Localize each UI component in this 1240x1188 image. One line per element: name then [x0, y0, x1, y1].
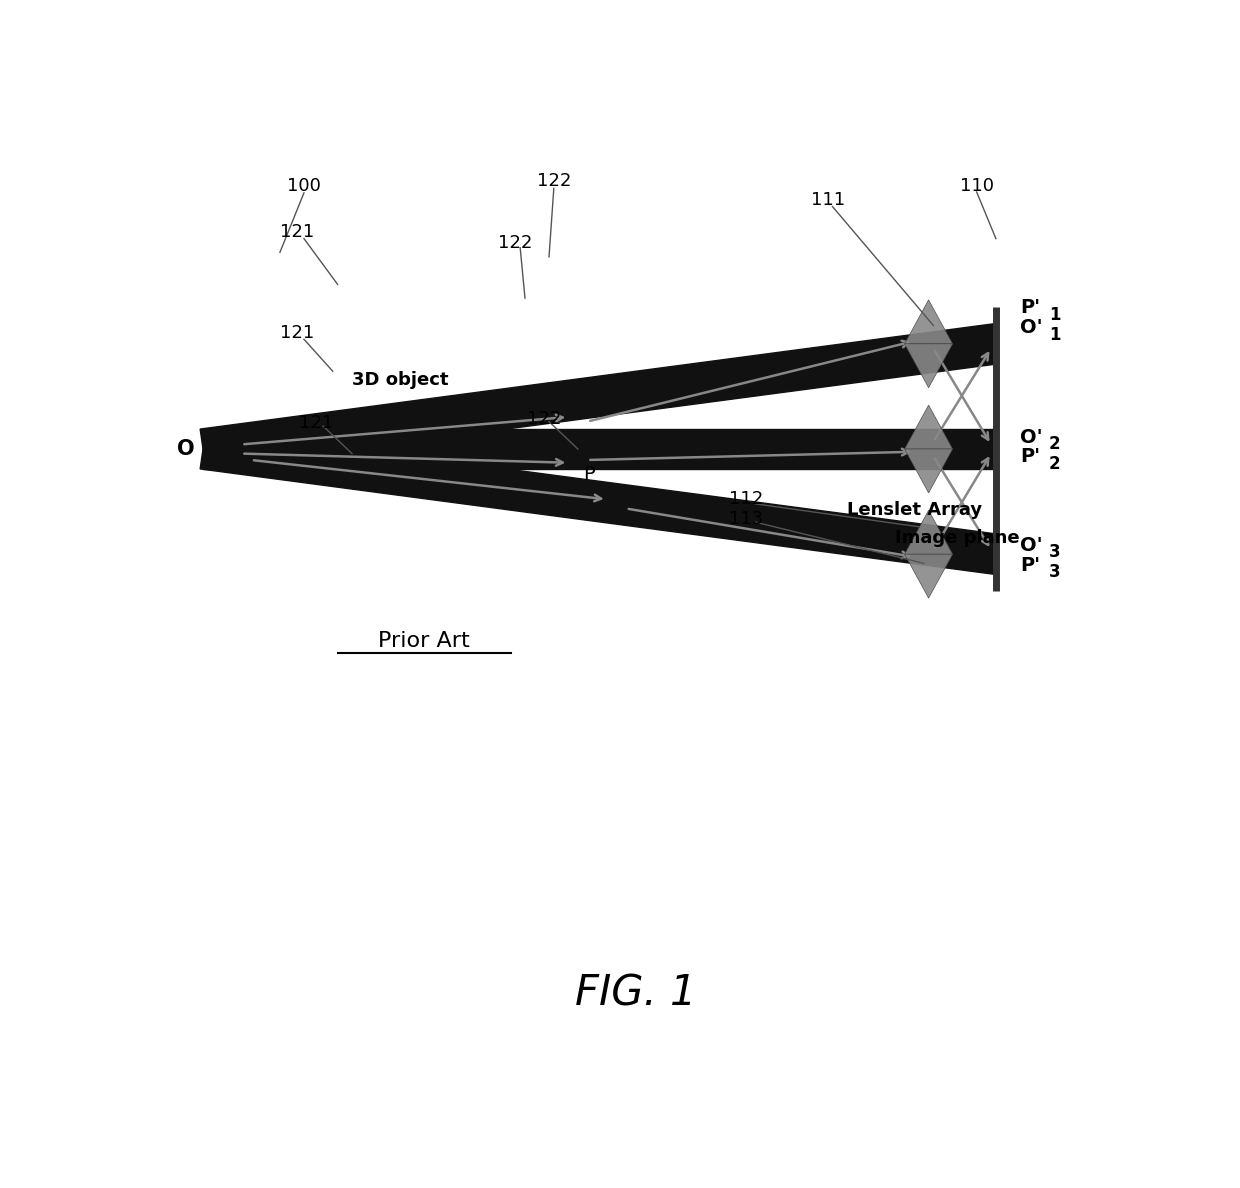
Text: 122: 122	[527, 410, 562, 428]
Text: Lenslet Array: Lenslet Array	[847, 501, 982, 519]
Text: 3D object: 3D object	[352, 372, 449, 390]
Text: O': O'	[1019, 428, 1043, 447]
Text: P': P'	[1019, 298, 1040, 317]
Polygon shape	[200, 324, 998, 469]
Text: 111: 111	[811, 191, 844, 209]
Polygon shape	[203, 429, 996, 469]
Text: 121: 121	[299, 415, 334, 432]
Text: 121: 121	[280, 223, 315, 241]
Polygon shape	[905, 405, 952, 449]
Text: 2: 2	[1049, 436, 1060, 454]
Text: P': P'	[1019, 447, 1040, 466]
Text: O': O'	[1019, 536, 1043, 555]
Text: 121: 121	[280, 324, 315, 342]
Polygon shape	[905, 554, 952, 598]
Text: O: O	[177, 440, 195, 459]
Text: 122: 122	[537, 172, 570, 190]
Text: P: P	[584, 466, 595, 485]
Text: Image plane: Image plane	[895, 529, 1019, 546]
Text: 2: 2	[1049, 455, 1060, 473]
Text: 100: 100	[286, 177, 321, 196]
Text: 1: 1	[1049, 326, 1060, 343]
Polygon shape	[905, 343, 952, 387]
Text: 3: 3	[1049, 563, 1060, 581]
Text: 110: 110	[960, 177, 993, 195]
Text: O': O'	[1019, 318, 1043, 337]
Polygon shape	[905, 299, 952, 343]
Text: P': P'	[1019, 556, 1040, 575]
Polygon shape	[905, 449, 952, 493]
Text: 122: 122	[498, 234, 532, 252]
Polygon shape	[905, 511, 952, 554]
Polygon shape	[200, 429, 998, 574]
Text: 3: 3	[1049, 543, 1060, 562]
Text: FIG. 1: FIG. 1	[575, 972, 696, 1015]
Text: Prior Art: Prior Art	[378, 631, 470, 651]
Text: 1: 1	[1049, 305, 1060, 323]
Text: 112: 112	[729, 491, 763, 508]
Text: 113: 113	[729, 511, 763, 529]
